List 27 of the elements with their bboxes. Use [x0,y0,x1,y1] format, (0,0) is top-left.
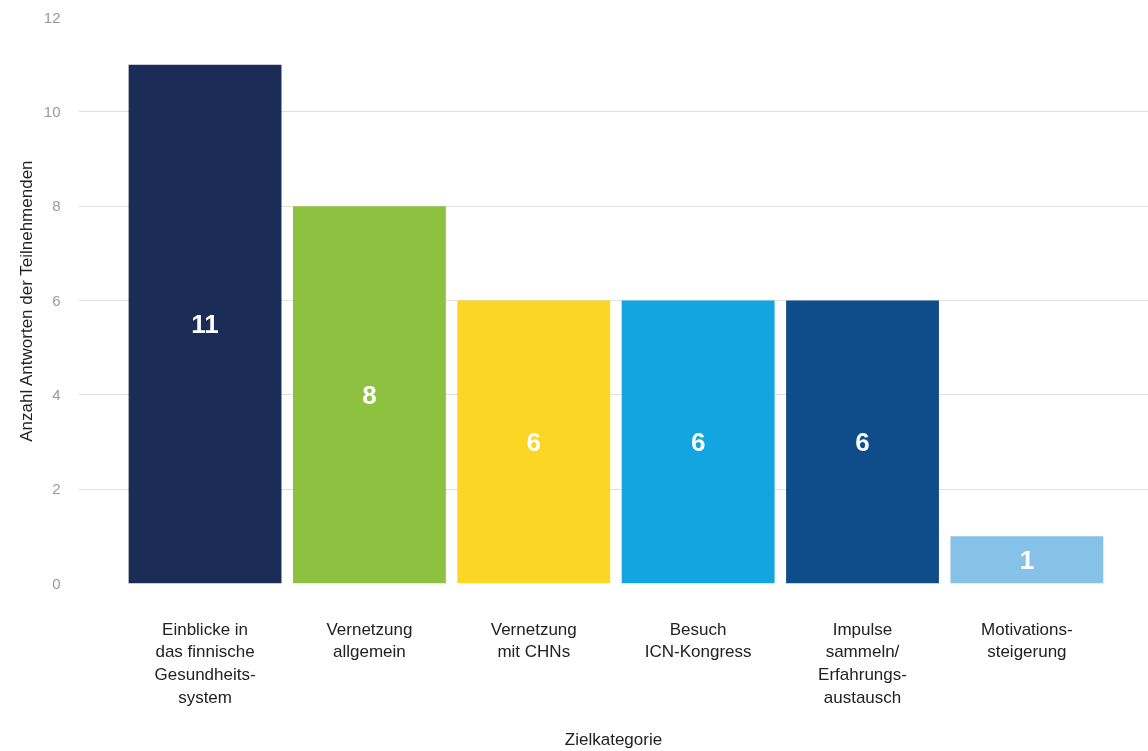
x-tick-label: Impulse sammeln/ Erfahrungs- austausch [818,619,907,707]
x-tick-label: Besuch ICN-Kongress [644,619,752,662]
y-tick-label: 4 [52,385,61,403]
x-tick-label: Einblicke in das finnische Gesundheits- system [154,619,256,707]
bar [621,300,775,584]
bar [292,206,446,584]
data-label: 11 [191,309,219,340]
x-tick-label: Vernetzung mit CHNs [490,619,577,662]
y-axis-title: Anzahl Antworten der Teilnehmenden [16,160,36,442]
y-tick-label: 0 [52,574,61,592]
data-label: 6 [690,427,706,457]
data-label: 6 [855,427,870,457]
y-tick-label: 10 [43,102,61,120]
bar [950,536,1104,584]
data-label: 6 [526,427,542,457]
x-axis-title: Zielkategorie [564,729,663,749]
x-tick-label: Motivations- steigerung [981,619,1073,662]
bar [457,300,611,584]
bar [786,300,939,584]
data-label: 1 [1019,544,1035,575]
data-label: 8 [362,379,377,410]
y-tick-label: 2 [52,480,61,498]
y-tick-label: 6 [52,291,61,309]
y-tick-label: 8 [52,197,61,215]
x-tick-label: Vernetzung allgemein [326,619,413,662]
y-tick-label: 12 [43,8,61,26]
bar [128,64,282,584]
